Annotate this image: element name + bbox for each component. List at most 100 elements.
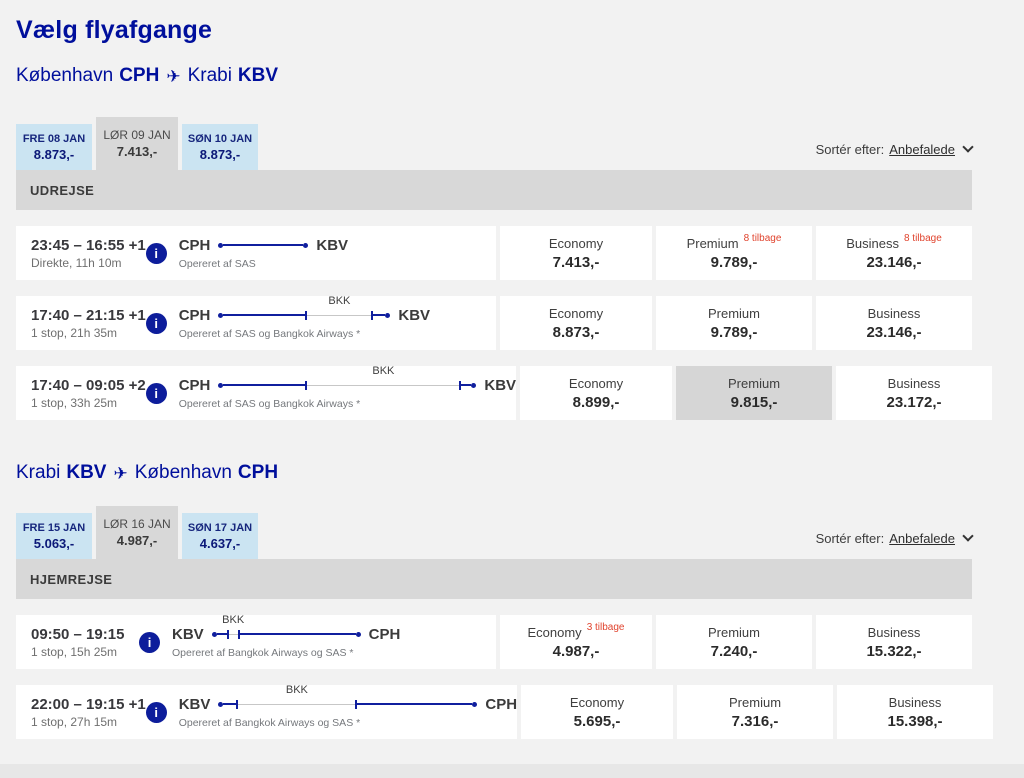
route-line: BKK [218, 684, 478, 709]
tab-price: 4.637,- [199, 535, 241, 551]
destination-city: København [134, 462, 232, 483]
destination-code: CPH [368, 625, 401, 643]
plane-icon: ✈ [166, 66, 181, 86]
date-tab-fri-15-jan[interactable]: FRE 15 JAN 5.063,- [16, 513, 92, 559]
date-tab-fri-08-jan[interactable]: FRE 08 JAN 8.873,- [16, 124, 92, 170]
sort-dropdown[interactable]: Anbefalede [889, 142, 955, 157]
fare-business[interactable]: Business 15.398,- [837, 685, 994, 739]
flight-info-card: 09:50 – 19:15 1 stop, 15h 25m i KBV BKK … [16, 614, 496, 669]
flight-row: 17:40 – 09:05 +2 1 stop, 33h 25m i CPH B… [16, 365, 993, 420]
cabin-label: Economy [548, 235, 604, 251]
flight-row: 17:40 – 21:15 +1 1 stop, 21h 35m i CPH B… [16, 295, 972, 350]
flight-details: Direkte, 11h 10m [31, 255, 122, 270]
origin-code: CPH [178, 306, 211, 324]
fare-economy[interactable]: Economy 5.695,- [521, 685, 674, 739]
fare-business[interactable]: Business 23.172,- [836, 366, 993, 420]
fare-price: 4.987,- [552, 642, 600, 660]
fare-price: 8.899,- [572, 393, 620, 411]
fare-economy[interactable]: Economy 8.873,- [500, 296, 652, 350]
info-icon[interactable]: i [145, 312, 167, 334]
fare-premium[interactable]: Premium 8 tilbage 9.789,- [656, 226, 812, 280]
destination-city: Krabi [187, 65, 232, 86]
fare-economy[interactable]: Economy 8.899,- [520, 366, 673, 420]
tab-price: 8.873,- [33, 146, 75, 162]
date-tab-sun-10-jan[interactable]: SØN 10 JAN 8.873,- [182, 124, 258, 170]
info-icon[interactable]: i [145, 701, 167, 723]
flight-times: 22:00 – 19:15 +1 [31, 695, 146, 713]
fare-price: 7.316,- [731, 712, 779, 730]
sort-dropdown[interactable]: Anbefalede [889, 531, 955, 546]
tab-date: SØN 10 JAN [187, 132, 253, 145]
destination-code: KBV [484, 376, 517, 394]
date-tab-sat-09-jan[interactable]: LØR 09 JAN 7.413,- [96, 117, 178, 170]
tab-date: LØR 16 JAN [103, 517, 171, 531]
availability-badge: 3 tilbage [586, 621, 625, 633]
origin-city: København [16, 65, 114, 86]
route-line: BKK [218, 295, 391, 320]
flight-times: 17:40 – 21:15 +1 [31, 306, 146, 324]
fare-economy[interactable]: Economy 7.413,- [500, 226, 652, 280]
date-tab-sat-16-jan[interactable]: LØR 16 JAN 4.987,- [96, 506, 178, 559]
tab-price: 7.413,- [116, 144, 158, 159]
fare-economy[interactable]: Economy 3 tilbage 4.987,- [500, 615, 652, 669]
fare-business[interactable]: Business 23.146,- [816, 296, 972, 350]
cabin-label: Premium [707, 305, 760, 321]
tab-price: 4.987,- [116, 533, 158, 548]
flight-details: 1 stop, 27h 15m [31, 714, 118, 729]
info-icon[interactable]: i [145, 382, 167, 404]
fare-premium-selected[interactable]: Premium 9.815,- [676, 366, 833, 420]
fare-price: 23.146,- [866, 253, 922, 271]
origin-city: Krabi [16, 462, 61, 483]
cabin-label: Premium [686, 235, 739, 251]
fare-price: 9.789,- [710, 323, 758, 341]
fare-premium[interactable]: Premium 7.240,- [656, 615, 812, 669]
origin-code: KBV [66, 462, 107, 483]
tab-date: LØR 09 JAN [103, 128, 171, 142]
fare-business[interactable]: Business 8 tilbage 23.146,- [816, 226, 972, 280]
fare-price: 23.146,- [866, 323, 922, 341]
fare-price: 9.815,- [730, 393, 778, 411]
tab-date: FRE 08 JAN [22, 132, 86, 145]
return-band: HJEMREJSE [16, 559, 972, 599]
fare-business[interactable]: Business 15.322,- [816, 615, 972, 669]
chevron-down-icon[interactable] [962, 530, 974, 542]
destination-code: KBV [316, 236, 349, 254]
fare-price: 7.413,- [552, 253, 600, 271]
route-header-outbound: København CPH ✈ Krabi KBV [16, 65, 972, 87]
route-line: BKK [218, 365, 477, 390]
flight-details: 1 stop, 33h 25m [31, 395, 118, 410]
date-tab-sun-17-jan[interactable]: SØN 17 JAN 4.637,- [182, 513, 258, 559]
chevron-down-icon[interactable] [962, 141, 974, 153]
fare-premium[interactable]: Premium 7.316,- [677, 685, 834, 739]
destination-code: KBV [398, 306, 431, 324]
cabin-label: Business [846, 235, 899, 251]
outbound-section: København CPH ✈ Krabi KBV FRE 08 JAN 8.8… [16, 65, 993, 420]
outbound-band: UDREJSE [16, 170, 972, 210]
sort-label: Sortér efter: [815, 531, 885, 546]
info-icon[interactable]: i [145, 242, 167, 264]
flight-selection-page: Vælg flyafgange København CPH ✈ Krabi KB… [16, 16, 994, 739]
cabin-label: Premium [729, 694, 782, 710]
cabin-label: Business [867, 624, 921, 640]
fare-price: 15.322,- [866, 642, 922, 660]
flight-times: 17:40 – 09:05 +2 [31, 376, 146, 394]
cabin-label: Business [888, 694, 942, 710]
fare-premium[interactable]: Premium 9.789,- [656, 296, 812, 350]
destination-code: CPH [485, 695, 518, 713]
tab-price: 8.873,- [199, 146, 241, 162]
sort-control: Sortér efter: Anbefalede [815, 530, 974, 546]
flight-times: 09:50 – 19:15 [31, 625, 125, 643]
info-icon[interactable]: i [139, 631, 160, 653]
date-tabs-return: FRE 15 JAN 5.063,- LØR 16 JAN 4.987,- SØ… [16, 506, 974, 559]
operated-by: Opereret af SAS og Bangkok Airways * [178, 327, 361, 340]
tab-date: FRE 15 JAN [22, 521, 86, 534]
flight-info-card: 23:45 – 16:55 +1 Direkte, 11h 10m i CPH … [16, 226, 496, 280]
flight-row: 09:50 – 19:15 1 stop, 15h 25m i KBV BKK … [16, 614, 972, 669]
cabin-label: Economy [527, 624, 582, 640]
flight-info-card: 17:40 – 09:05 +2 1 stop, 33h 25m i CPH B… [16, 365, 517, 420]
date-tabs-outbound: FRE 08 JAN 8.873,- LØR 09 JAN 7.413,- SØ… [16, 117, 974, 170]
origin-code: CPH [178, 236, 211, 254]
fare-price: 7.240,- [710, 642, 758, 660]
fare-price: 15.398,- [887, 712, 943, 730]
operated-by: Opereret af SAS og Bangkok Airways * [178, 397, 361, 410]
